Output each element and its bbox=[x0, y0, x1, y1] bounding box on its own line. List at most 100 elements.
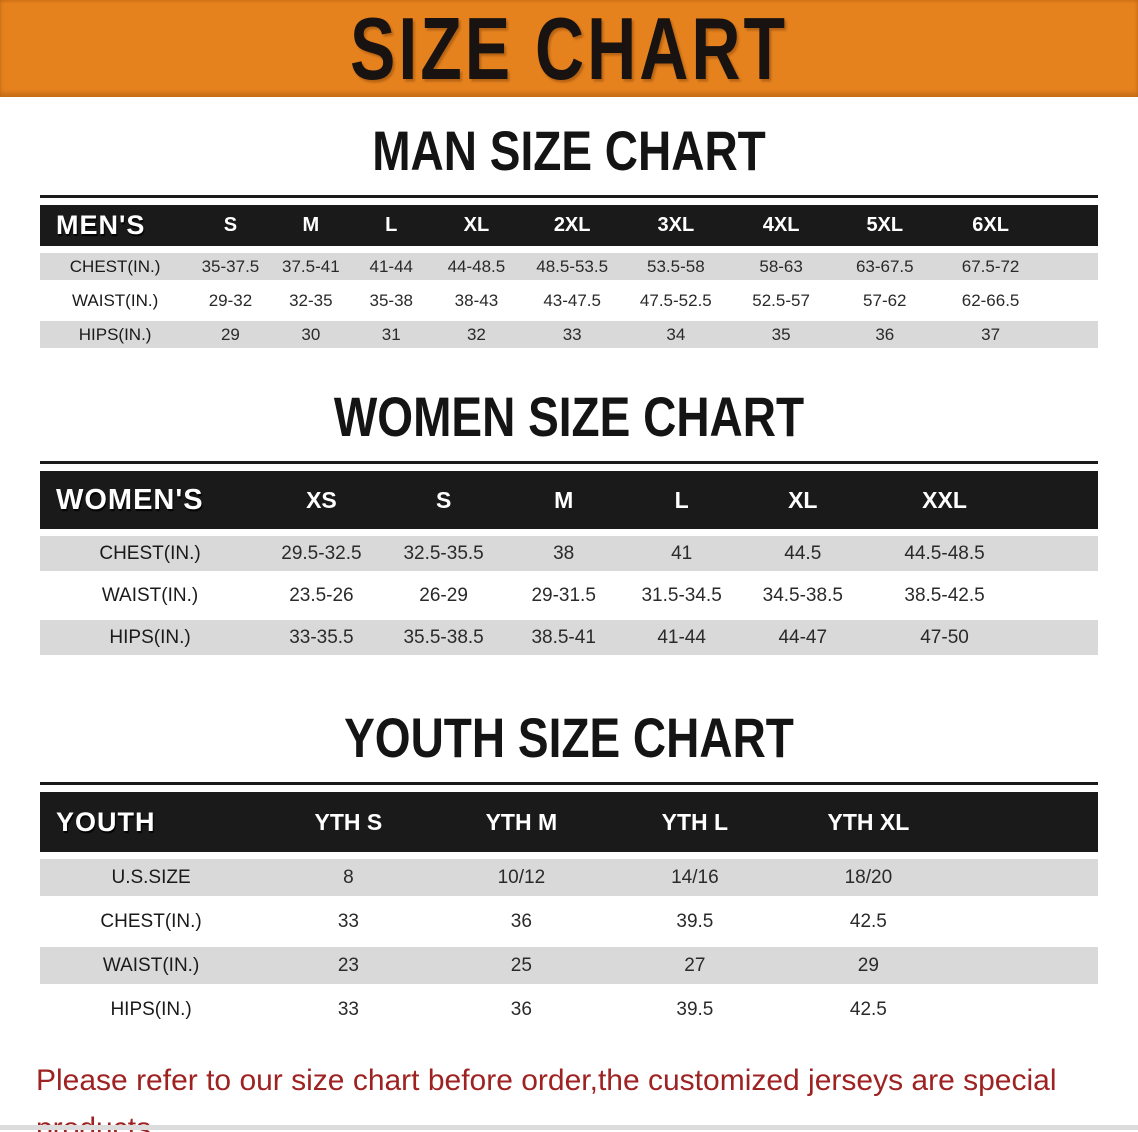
men-section: MAN SIZE CHART MEN'S S M L XL 2XL 3XL 4XL 5XL 6XL… bbox=[0, 119, 1138, 355]
size-value-cell: 32.5-35.5 bbox=[382, 536, 505, 571]
size-column-header: XL bbox=[431, 205, 522, 246]
banner: SIZE CHART bbox=[0, 0, 1138, 98]
size-value-cell: 44-48.5 bbox=[431, 253, 522, 280]
table-row: CHEST(IN.) 29.5-32.5 32.5-35.5 38 41 44.5 44.5… bbox=[40, 536, 1098, 571]
filler-cell bbox=[1023, 620, 1098, 655]
youth-size-table-wrap: YOUTH YTH S YTH M YTH L YTH XL U.S.SIZE 8 10/1… bbox=[40, 782, 1098, 1035]
measurement-label: U.S.SIZE bbox=[40, 859, 263, 896]
youth-section-heading: YOUTH SIZE CHART bbox=[344, 706, 794, 770]
filler-cell bbox=[955, 947, 1098, 984]
men-size-table-wrap: MEN'S S M L XL 2XL 3XL 4XL 5XL 6XL CHEST(IN.) 35-3… bbox=[40, 195, 1098, 355]
measurement-label: WAIST(IN.) bbox=[40, 287, 191, 314]
table-row: CHEST(IN.) 35-37.5 37.5-41 41-44 44-48.5 48.5… bbox=[40, 253, 1098, 280]
size-value-cell: 38.5-42.5 bbox=[865, 578, 1024, 613]
table-row: HIPS(IN.) 29 30 31 32 33 34 35 36 37 bbox=[40, 321, 1098, 348]
size-column-header: S bbox=[190, 205, 271, 246]
size-value-cell: 32-35 bbox=[270, 287, 352, 314]
size-value-cell: 29 bbox=[190, 321, 271, 348]
filler-cell bbox=[955, 792, 1098, 852]
size-value-cell: 34 bbox=[622, 321, 729, 348]
size-value-cell: 48.5-53.5 bbox=[521, 253, 623, 280]
size-value-cell: 37.5-41 bbox=[270, 253, 352, 280]
size-column-header: L bbox=[622, 471, 741, 529]
measurement-label: WAIST(IN.) bbox=[40, 578, 261, 613]
size-value-cell: 14/16 bbox=[608, 859, 782, 896]
size-column-header: XXL bbox=[865, 471, 1024, 529]
size-column-header: S bbox=[382, 471, 505, 529]
size-value-cell: 52.5-57 bbox=[728, 287, 834, 314]
size-value-cell: 44.5-48.5 bbox=[865, 536, 1024, 571]
youth-size-table: YOUTH YTH S YTH M YTH L YTH XL U.S.SIZE 8 10/1… bbox=[40, 785, 1098, 1035]
size-value-cell: 53.5-58 bbox=[622, 253, 729, 280]
size-value-cell: 32 bbox=[431, 321, 522, 348]
measurement-label: WAIST(IN.) bbox=[40, 947, 263, 984]
size-value-cell: 37 bbox=[936, 321, 1046, 348]
size-value-cell: 36 bbox=[833, 321, 937, 348]
filler-cell bbox=[955, 903, 1098, 940]
size-value-cell: 43-47.5 bbox=[521, 287, 623, 314]
size-value-cell: 29-31.5 bbox=[504, 578, 623, 613]
size-value-cell: 47.5-52.5 bbox=[622, 287, 729, 314]
women-size-table: WOMEN'S XS S M L XL XXL CHEST(IN.) 29.5-32.5 32.… bbox=[40, 464, 1098, 662]
size-value-cell: 27 bbox=[608, 947, 782, 984]
size-value-cell: 58-63 bbox=[728, 253, 834, 280]
table-corner-label: MEN'S bbox=[40, 205, 191, 246]
filler-cell bbox=[1023, 471, 1098, 529]
measurement-label: HIPS(IN.) bbox=[40, 321, 191, 348]
filler-cell bbox=[1023, 578, 1098, 613]
size-column-header: M bbox=[270, 205, 352, 246]
size-value-cell: 44.5 bbox=[740, 536, 866, 571]
size-value-cell: 38.5-41 bbox=[504, 620, 623, 655]
size-value-cell: 33 bbox=[262, 903, 435, 940]
size-value-cell: 29 bbox=[781, 947, 956, 984]
size-value-cell: 10/12 bbox=[434, 859, 609, 896]
table-row: U.S.SIZE 8 10/12 14/16 18/20 bbox=[40, 859, 1098, 896]
size-value-cell: 38-43 bbox=[431, 287, 522, 314]
table-row: WAIST(IN.) 23 25 27 29 bbox=[40, 947, 1098, 984]
size-value-cell: 30 bbox=[270, 321, 352, 348]
size-value-cell: 47-50 bbox=[865, 620, 1024, 655]
table-corner-label: YOUTH bbox=[40, 792, 263, 852]
filler-cell bbox=[955, 991, 1098, 1028]
order-notice-line-1: Please refer to our size chart before or… bbox=[36, 1064, 1057, 1132]
filler-cell bbox=[1023, 536, 1098, 571]
size-value-cell: 44-47 bbox=[740, 620, 866, 655]
size-value-cell: 33-35.5 bbox=[260, 620, 383, 655]
size-column-header: YTH M bbox=[434, 792, 609, 852]
bottom-edge-strip bbox=[0, 1125, 1138, 1130]
size-column-header: 3XL bbox=[622, 205, 729, 246]
measurement-label: CHEST(IN.) bbox=[40, 253, 191, 280]
table-row: WAIST(IN.) 29-32 32-35 35-38 38-43 43-47.5 47.… bbox=[40, 287, 1098, 314]
size-column-header: M bbox=[504, 471, 623, 529]
size-value-cell: 41-44 bbox=[622, 620, 741, 655]
size-column-header: L bbox=[351, 205, 432, 246]
size-value-cell: 33 bbox=[262, 991, 435, 1028]
size-value-cell: 33 bbox=[521, 321, 623, 348]
page-title: SIZE CHART bbox=[350, 0, 788, 98]
size-column-header: YTH XL bbox=[781, 792, 956, 852]
size-column-header: YTH L bbox=[608, 792, 782, 852]
size-value-cell: 57-62 bbox=[833, 287, 937, 314]
table-row: HIPS(IN.) 33-35.5 35.5-38.5 38.5-41 41-44 44-… bbox=[40, 620, 1098, 655]
size-value-cell: 18/20 bbox=[781, 859, 956, 896]
filler-cell bbox=[1045, 253, 1098, 280]
men-section-heading: MAN SIZE CHART bbox=[372, 119, 766, 183]
size-value-cell: 31 bbox=[351, 321, 432, 348]
size-value-cell: 35 bbox=[728, 321, 834, 348]
size-column-header: YTH S bbox=[262, 792, 435, 852]
size-value-cell: 31.5-34.5 bbox=[622, 578, 741, 613]
size-value-cell: 29-32 bbox=[190, 287, 271, 314]
size-value-cell: 62-66.5 bbox=[936, 287, 1046, 314]
size-value-cell: 42.5 bbox=[781, 991, 956, 1028]
size-value-cell: 35-38 bbox=[351, 287, 432, 314]
size-value-cell: 35-37.5 bbox=[190, 253, 271, 280]
size-value-cell: 42.5 bbox=[781, 903, 956, 940]
size-value-cell: 36 bbox=[434, 991, 609, 1028]
order-notice: Please refer to our size chart before or… bbox=[0, 1057, 1138, 1132]
table-corner-label: WOMEN'S bbox=[40, 471, 261, 529]
size-header-row: MEN'S S M L XL 2XL 3XL 4XL 5XL 6XL bbox=[40, 205, 1098, 246]
size-header-row: WOMEN'S XS S M L XL XXL bbox=[40, 471, 1098, 529]
size-value-cell: 25 bbox=[434, 947, 609, 984]
size-value-cell: 23 bbox=[262, 947, 435, 984]
youth-section: YOUTH SIZE CHART YOUTH YTH S YTH M YTH L YTH… bbox=[0, 706, 1138, 1035]
